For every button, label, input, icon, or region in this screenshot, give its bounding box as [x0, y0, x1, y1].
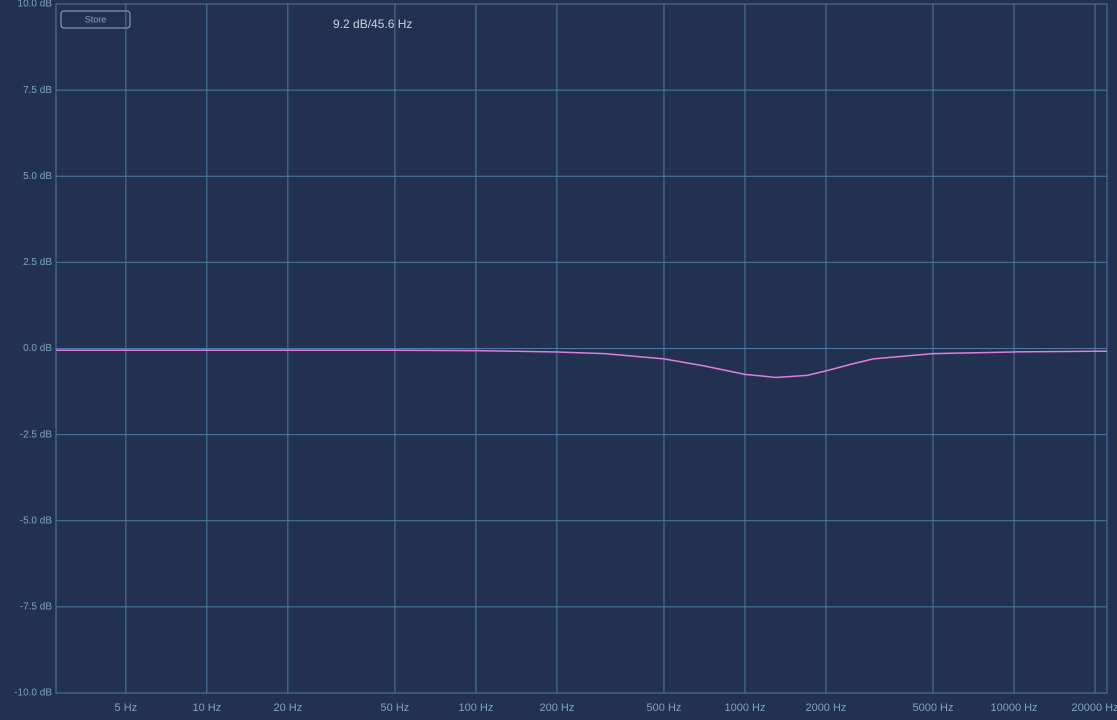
x-tick-label: 5000 Hz	[913, 702, 954, 714]
x-tick-label: 100 Hz	[458, 702, 493, 714]
x-tick-label: 500 Hz	[647, 702, 682, 714]
y-tick-label: 10.0 dB	[18, 0, 53, 10]
y-tick-label: -7.5 dB	[20, 602, 53, 613]
y-tick-label: -5.0 dB	[20, 515, 53, 526]
x-tick-label: 50 Hz	[381, 702, 410, 714]
x-tick-label: 20000 Hz	[1071, 702, 1117, 714]
y-tick-label: 2.5 dB	[23, 257, 52, 268]
x-tick-label: 200 Hz	[539, 702, 574, 714]
x-tick-label: 1000 Hz	[724, 702, 765, 714]
x-tick-label: 10000 Hz	[990, 702, 1037, 714]
y-tick-label: 0.0 dB	[23, 343, 52, 354]
response-curve	[56, 349, 1107, 379]
x-tick-label: 5 Hz	[115, 702, 138, 714]
y-tick-label: -10.0 dB	[14, 688, 52, 699]
y-tick-label: 7.5 dB	[23, 85, 52, 96]
x-tick-label: 2000 Hz	[805, 702, 846, 714]
store-button[interactable]: Store	[85, 14, 107, 24]
y-tick-label: 5.0 dB	[23, 171, 52, 182]
y-tick-label: -2.5 dB	[20, 429, 53, 440]
x-tick-label: 10 Hz	[192, 702, 221, 714]
store-button-frame[interactable]	[60, 10, 131, 29]
annotation: 9.2 dB/45.6 Hz	[333, 17, 412, 31]
x-tick-label: 20 Hz	[273, 702, 302, 714]
